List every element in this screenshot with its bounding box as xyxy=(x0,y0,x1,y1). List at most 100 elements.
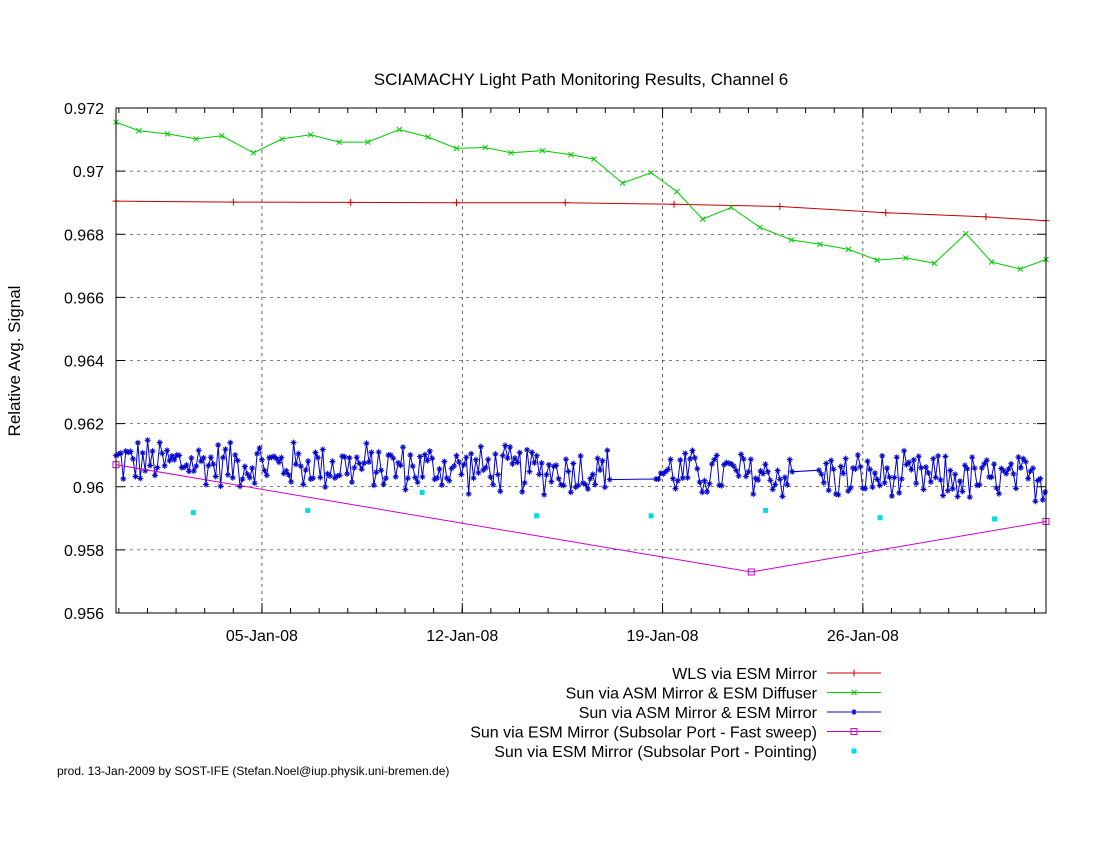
series-3-point xyxy=(699,489,706,496)
series-3-point xyxy=(750,491,757,498)
series-3-point xyxy=(536,471,543,478)
series-3-point xyxy=(130,455,137,462)
series-3-point xyxy=(538,460,545,467)
series-3-point xyxy=(363,440,370,447)
x-tick-label: 26-Jan-08 xyxy=(827,628,899,645)
series-3-point xyxy=(417,453,424,460)
series-3-point xyxy=(361,460,368,467)
series-3-point xyxy=(161,462,168,469)
legend-marker xyxy=(850,728,858,735)
series-3-point xyxy=(665,466,672,473)
series-3-point xyxy=(587,475,594,482)
y-axis: 0.956 0.958 0.96 0.962 0.964 0.966 0.968 0.97 0.… xyxy=(64,101,1046,623)
series-3-point xyxy=(995,490,1002,497)
series-3-point xyxy=(828,457,835,464)
series-3-point xyxy=(409,463,416,470)
series-3-point xyxy=(436,466,443,473)
series-3-point xyxy=(550,463,557,470)
series-2-point xyxy=(193,136,199,142)
series-3-point xyxy=(261,467,268,474)
series-3-point xyxy=(560,482,567,489)
series-3-point xyxy=(472,456,479,463)
series-3-point xyxy=(358,466,365,473)
series-3-point xyxy=(531,459,538,466)
series-2-point xyxy=(963,230,969,237)
series-2-point xyxy=(931,260,938,267)
series-3-point xyxy=(541,491,548,498)
legend-marker xyxy=(851,709,857,715)
series-3-point xyxy=(468,450,475,457)
series-3-point xyxy=(893,454,900,461)
series-3-point xyxy=(840,470,847,477)
series-3-point xyxy=(373,469,380,476)
series-3-point xyxy=(390,455,397,462)
series-3-point xyxy=(497,488,504,495)
series-2-point xyxy=(988,259,995,265)
series-3-point xyxy=(375,449,382,456)
series-3-point xyxy=(382,475,389,482)
series-3-point xyxy=(918,464,925,471)
series-3-point xyxy=(920,486,927,493)
series-3-point xyxy=(842,455,849,462)
series-1-point xyxy=(229,198,237,206)
series-2-point xyxy=(845,246,852,253)
series-3-point xyxy=(470,475,477,482)
legend-marker xyxy=(851,689,857,696)
series-3-point xyxy=(528,449,535,456)
series-3-point xyxy=(419,473,426,480)
series-3-point xyxy=(774,467,781,474)
series-3-point xyxy=(285,471,292,478)
series-3-point xyxy=(212,473,219,480)
series-3-point xyxy=(127,448,134,455)
series-3-point xyxy=(202,481,209,488)
series-3-point xyxy=(606,476,613,483)
series-4-point xyxy=(747,568,755,576)
series-3-point xyxy=(684,474,691,481)
series-3-point xyxy=(1003,470,1010,477)
series-3-point xyxy=(947,467,954,474)
series-3-point xyxy=(1005,466,1012,473)
series-2-point xyxy=(674,188,680,195)
legend-entry: WLS via ESM Mirror xyxy=(672,666,881,683)
series-3-point xyxy=(905,459,912,466)
series-3-point xyxy=(570,460,577,467)
series-3-point xyxy=(742,473,749,480)
footer-credit: prod. 13-Jan-2009 by SOST-IFE (Stefan.No… xyxy=(57,764,449,778)
series-2-point xyxy=(619,180,626,186)
series-5-point xyxy=(763,507,769,513)
series-3-point xyxy=(869,484,876,491)
series-3-point xyxy=(421,451,428,458)
series-3-point xyxy=(781,474,788,481)
series-1-point xyxy=(561,199,569,207)
series-3-point xyxy=(1029,465,1036,472)
series-3-point xyxy=(278,454,285,461)
series-3-point xyxy=(159,450,166,457)
series-3-point xyxy=(346,454,353,461)
series-3-point xyxy=(701,477,708,484)
series-3-point xyxy=(898,475,905,482)
series-3-point xyxy=(740,456,747,463)
series-3-point xyxy=(1042,489,1049,496)
series-5-point xyxy=(190,510,196,516)
series-2-point xyxy=(453,145,460,152)
series-3-point xyxy=(667,456,674,463)
series-3-point xyxy=(777,476,784,483)
series-3-point xyxy=(691,454,698,461)
series-3-point xyxy=(845,488,852,495)
series-3-point xyxy=(171,456,178,463)
series-2-point xyxy=(756,224,763,231)
series-3-point xyxy=(706,480,713,487)
series-3-point xyxy=(227,439,234,446)
series-3-point xyxy=(764,468,771,475)
y-tick-label: 0.962 xyxy=(64,417,104,434)
series-3-point xyxy=(402,486,409,493)
series-3-point xyxy=(317,474,324,481)
series-2-point xyxy=(1017,266,1024,272)
legend-marker xyxy=(851,748,857,754)
series-3-point xyxy=(896,489,903,496)
series-3-point xyxy=(190,468,197,475)
series-3-point xyxy=(193,463,200,470)
grid xyxy=(116,108,1046,613)
series-3-point xyxy=(241,463,248,470)
series-5-point xyxy=(534,513,540,519)
